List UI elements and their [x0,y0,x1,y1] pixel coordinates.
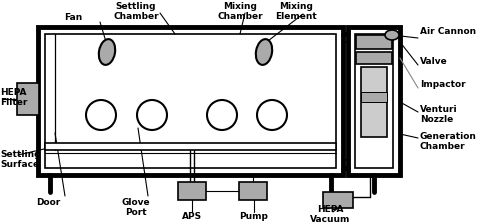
Bar [356,52,392,64]
Ellipse shape [86,100,116,130]
Bar [45,34,336,168]
Text: Venturi
Nozzle: Venturi Nozzle [420,105,458,124]
Ellipse shape [256,39,272,65]
Bar [38,27,343,175]
Bar [361,67,387,137]
Text: HEPA
Vacuum: HEPA Vacuum [310,205,350,222]
Text: Glove
Port: Glove Port [122,198,150,217]
Text: Mixing
Chamber: Mixing Chamber [217,2,263,21]
Bar [355,34,393,168]
Ellipse shape [385,30,399,40]
Bar [17,83,39,115]
Ellipse shape [207,100,237,130]
Bar [178,182,206,200]
Ellipse shape [257,100,287,130]
Text: Air Cannon: Air Cannon [420,26,476,36]
Text: APS: APS [182,212,202,221]
Text: Generation
Chamber: Generation Chamber [420,132,477,151]
Bar [356,35,392,49]
Bar [361,92,387,102]
Ellipse shape [99,39,115,65]
Text: Fan: Fan [64,13,82,22]
Text: Settling
Surface: Settling Surface [0,150,40,169]
Bar [323,192,353,208]
Text: Pump: Pump [240,212,268,221]
Text: HEPA
Filter: HEPA Filter [0,88,28,107]
Bar [239,182,267,200]
Text: Mixing
Element: Mixing Element [275,2,317,21]
Bar [45,143,336,150]
Text: Settling
Chamber: Settling Chamber [113,2,159,21]
Text: Door: Door [36,198,60,207]
Bar [348,27,400,175]
Text: Valve: Valve [420,57,448,65]
Ellipse shape [137,100,167,130]
Text: Impactor: Impactor [420,79,466,89]
